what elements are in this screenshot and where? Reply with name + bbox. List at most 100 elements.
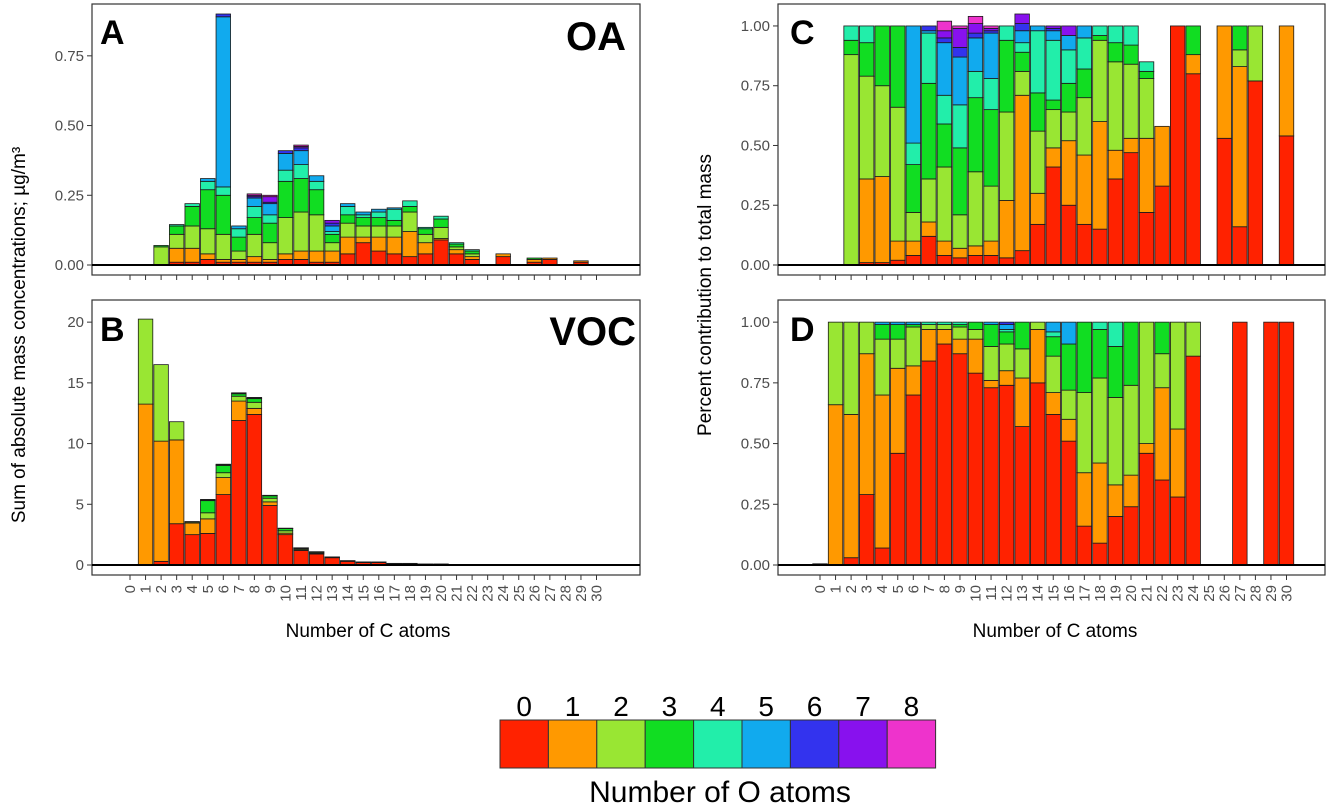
legend-swatch-8 [886, 719, 937, 769]
panel-c-bar-c27-o2 [1232, 49, 1248, 67]
panel-d-bar-c14-o0 [1030, 382, 1046, 566]
panel-c-bar-c20-o4 [1123, 25, 1139, 46]
panel-d-bar-c4-o2 [874, 338, 890, 396]
panel-c-bar-c4-o2 [874, 85, 890, 177]
panel-c-bar-c9-o1 [952, 247, 968, 259]
panel-c-bar-c18-o2 [1092, 39, 1108, 122]
panel-b-bar-c1-o1 [137, 403, 154, 565]
panel-c-bar-c13-o6 [1014, 23, 1030, 32]
panel-c-bar-c17-o3 [1076, 68, 1092, 99]
panel-d-x-tick-label: 30 [1279, 585, 1296, 602]
panel-d-bar-c12-o6 [998, 321, 1015, 325]
panel-c-bar-c16-o7 [1061, 25, 1077, 36]
panel-d-bar-c15-o4 [1045, 331, 1061, 338]
legend-label-7: 7 [855, 691, 871, 722]
panel-d-bar-c15-o3 [1045, 336, 1061, 357]
panel-a-bar-c16-o0 [371, 250, 387, 266]
left-x-axis-title: Number of C atoms [286, 621, 451, 642]
panel-c-bar-c12-o1 [998, 200, 1015, 259]
panel-c-bar-c9-o5 [952, 56, 968, 106]
panel-a-bar-c11-o1 [293, 250, 309, 260]
panel-a-bar-c6-o3 [215, 194, 231, 235]
panel-c-bar-c6-o2 [905, 212, 921, 242]
panel-c-bar-c15-o3 [1045, 99, 1061, 111]
legend-label-5: 5 [758, 691, 774, 722]
panel-d-y-tick-label: 1.00 [741, 314, 770, 331]
panel-b-x-tick-label: 2 [153, 585, 170, 593]
panel-a-bar-c5-o3 [200, 189, 216, 230]
panel-d-bar-c19-o1 [1107, 484, 1124, 517]
panel-a-bar-c15-o2 [355, 225, 371, 238]
panel-d-bar-c15-o5 [1045, 321, 1061, 333]
panel-a-bar-c14-o2 [340, 222, 356, 238]
panel-a-bar-c4-o4 [184, 203, 200, 207]
panel-d-bar-c20-o3 [1123, 321, 1139, 386]
panel-b-bar-c3-o0 [168, 523, 185, 566]
panel-d-bar-c4-o1 [874, 394, 890, 549]
panel-a-bar-c11-o6 [293, 147, 309, 152]
panel-d-bar-c15-o0 [1045, 414, 1061, 566]
panel-d-bar-c5-o2 [890, 338, 906, 369]
panel-a-bar-c22-o4 [464, 249, 480, 252]
panel-c-bar-c21-o4 [1138, 61, 1155, 72]
panel-b-bar-c4-o0 [184, 534, 200, 566]
panel-a-bar-c8-o2 [246, 233, 263, 258]
panel-b-bar-c11-o0 [293, 550, 309, 566]
panel-c-bar-c19-o0 [1107, 178, 1124, 266]
panel-a-bar-c10-o4 [277, 169, 294, 182]
panel-a-bar-c8-o1 [246, 256, 263, 263]
panel-a-bar-c15-o4 [355, 214, 371, 218]
panel-a-bar-c13-o6 [324, 222, 340, 227]
panel-d-bar-c18-o3 [1092, 329, 1108, 379]
legend-swatch-6 [789, 719, 840, 769]
panel-d-bar-c13-o1 [1014, 377, 1030, 427]
panel-d-x-tick-label: 26 [1216, 585, 1233, 602]
panel-a-bar-c22-o1 [464, 256, 480, 260]
panel-d-y-tick-label: 0.50 [741, 436, 770, 453]
panel-c-bar-c8-o3 [936, 123, 953, 168]
panel-c-bar-c8-o4 [936, 94, 953, 125]
panel-c-bar-c19-o4 [1107, 25, 1124, 44]
panel-c-bar-c16-o5 [1061, 35, 1077, 51]
panel-c-bar-c16-o2 [1061, 111, 1077, 142]
panel-b-x-tick-label: 15 [355, 585, 372, 602]
panel-c-bar-c26-o0 [1216, 137, 1232, 266]
panel-b-x-tick-label: 28 [557, 585, 574, 602]
panel-d-bar-c20-o2 [1123, 384, 1139, 476]
panel-b-x-tick-label: 16 [371, 585, 388, 602]
panel-d-bar-c6-o1 [905, 365, 921, 396]
panel-d-bar-c23-o0 [1170, 496, 1186, 566]
panel-d-bar-c11-o0 [983, 387, 999, 566]
panel-d-bar-c1-o1 [827, 404, 844, 566]
panel-b-x-tick-label: 29 [573, 585, 590, 602]
panel-d-bar-c16-o0 [1061, 440, 1077, 566]
panel-c-bar-c7-o2 [921, 178, 937, 223]
panel-b-x-tick-label: 18 [402, 585, 419, 602]
panel-a-bar-c22-o3 [464, 250, 480, 255]
panel-c-bar-c21-o1 [1138, 137, 1155, 213]
panel-b-x-tick-label: 17 [386, 585, 403, 602]
panel-c-bar-c11-o2 [983, 185, 999, 242]
panel-b-x-tick-label: 25 [511, 585, 528, 602]
panel-c-bar-c18-o4 [1092, 25, 1108, 36]
panel-c-bar-c16-o4 [1061, 49, 1077, 84]
panel-c-bar-c8-o0 [936, 255, 953, 266]
legend-swatch-4 [693, 719, 743, 769]
panel-a-bar-c12-o2 [308, 214, 325, 252]
panel-d-bar-c13-o3 [1014, 321, 1030, 350]
panel-c-bar-c9-o6 [952, 47, 968, 58]
panel-a-bar-c12-o3 [308, 189, 325, 216]
panel-b-bar-c5-o3 [200, 500, 216, 514]
panel-a-bar-c3-o4 [168, 224, 185, 227]
panel-a-bar-c12-o5 [308, 175, 325, 182]
panel-a-bar-c18-o3 [402, 206, 418, 213]
panel-c-bar-c13-o2 [1014, 70, 1030, 96]
panel-d-bar-c18-o1 [1092, 462, 1108, 544]
legend: 0 1 2 3 4 5 6 7 8 [499, 691, 937, 769]
panel-c-bar-c24-o3 [1185, 25, 1201, 56]
panel-d-x-tick-label: 3 [859, 585, 876, 593]
panel-d-bar-c10-o3 [967, 321, 984, 330]
panel-a-bar-c5-o4 [200, 180, 216, 191]
legend-label-2: 2 [613, 691, 629, 722]
panel-c-bar-c23-o0 [1170, 25, 1186, 266]
